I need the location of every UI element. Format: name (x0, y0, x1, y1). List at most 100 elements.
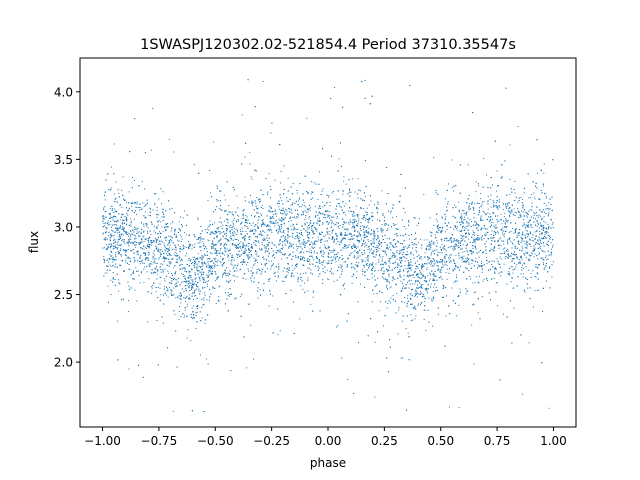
data-point (505, 226, 507, 228)
data-point (521, 393, 523, 395)
data-point (270, 266, 272, 268)
data-point (531, 237, 533, 239)
data-point (170, 255, 172, 257)
data-point (118, 193, 120, 194)
data-point (406, 251, 408, 253)
data-point (403, 252, 405, 254)
data-point (106, 269, 108, 271)
data-point (339, 224, 341, 226)
data-point (454, 263, 456, 265)
data-point (341, 357, 343, 359)
data-point (453, 190, 455, 192)
data-point (296, 249, 298, 251)
data-point (534, 266, 536, 268)
data-point (508, 256, 510, 258)
data-point (171, 240, 173, 242)
data-point (119, 234, 121, 236)
data-point (485, 240, 487, 242)
data-point (292, 217, 294, 219)
data-point (145, 204, 147, 206)
data-point (394, 233, 396, 235)
data-point (109, 207, 111, 209)
data-point (167, 251, 169, 253)
data-point (526, 240, 528, 242)
data-point (356, 261, 358, 263)
data-point (296, 235, 298, 237)
data-point (489, 213, 491, 215)
data-point (389, 246, 391, 248)
data-point (536, 273, 538, 275)
data-point (485, 235, 487, 237)
data-point (379, 256, 381, 258)
data-point (338, 198, 340, 200)
data-point (268, 305, 270, 307)
data-point (197, 253, 199, 255)
data-point (517, 125, 519, 127)
data-point (215, 257, 217, 259)
data-point (231, 213, 233, 215)
data-point (420, 278, 422, 280)
data-point (286, 274, 288, 276)
data-point (424, 300, 426, 302)
data-point (410, 258, 412, 260)
data-point (290, 204, 292, 206)
data-point (307, 277, 309, 279)
data-point (426, 239, 428, 241)
data-point (533, 250, 535, 252)
data-point (257, 225, 259, 227)
data-point (536, 266, 538, 268)
data-point (518, 234, 520, 236)
data-point (133, 234, 135, 236)
data-point (288, 200, 290, 202)
data-point (542, 225, 544, 227)
data-point (297, 257, 299, 259)
data-point (155, 267, 157, 269)
data-point (185, 282, 187, 284)
data-point (130, 233, 132, 235)
data-point (184, 246, 186, 248)
data-point (168, 261, 170, 263)
data-point (501, 271, 503, 273)
data-point (423, 194, 425, 196)
data-point (331, 192, 333, 194)
data-point (189, 245, 191, 247)
data-point (474, 246, 476, 248)
data-point (328, 194, 330, 196)
data-point (501, 176, 503, 178)
data-point (403, 274, 405, 276)
data-point (493, 250, 495, 252)
data-point (458, 257, 460, 259)
data-point (328, 196, 330, 198)
data-point (296, 237, 298, 239)
data-point (243, 273, 245, 275)
data-point (169, 241, 171, 243)
data-point (343, 211, 345, 213)
data-point (400, 251, 402, 253)
data-point (397, 262, 399, 264)
data-point (206, 299, 208, 301)
data-point (291, 272, 293, 274)
data-point (386, 286, 388, 288)
data-point (474, 240, 476, 242)
data-point (238, 254, 240, 256)
data-point (329, 201, 331, 203)
data-point (151, 263, 153, 265)
data-point (430, 283, 432, 285)
data-point (250, 176, 252, 178)
data-point (294, 267, 296, 269)
data-point (441, 252, 443, 254)
data-point (424, 288, 426, 290)
data-point (244, 248, 246, 250)
data-point (520, 236, 522, 238)
data-point (300, 242, 302, 244)
data-point (407, 297, 409, 299)
data-point (338, 227, 340, 229)
data-point (170, 223, 172, 225)
data-point (214, 280, 216, 282)
data-point (117, 227, 119, 229)
data-point (262, 257, 264, 259)
data-point (139, 209, 141, 211)
data-point (114, 259, 116, 261)
data-point (194, 256, 196, 258)
data-point (192, 244, 194, 246)
